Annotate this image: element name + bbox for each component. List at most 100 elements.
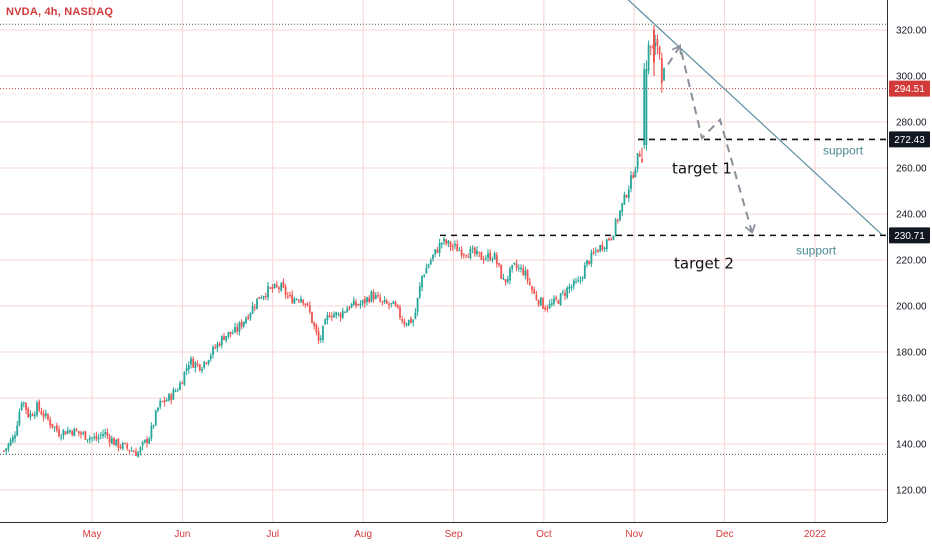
candle-body <box>489 252 492 261</box>
candle-body <box>550 303 553 305</box>
candle-body <box>170 394 173 401</box>
candle-body <box>5 448 8 451</box>
candle-body <box>451 246 454 248</box>
time-tick-label: Jun <box>174 529 190 540</box>
candle-body <box>586 260 588 265</box>
candle-body <box>480 252 483 260</box>
candle-body <box>315 324 318 333</box>
time-axis[interactable]: May Jun Jul Aug Sep Oct Nov Dec 2022 <box>0 522 887 541</box>
candle-body <box>163 400 166 403</box>
candle-body <box>491 259 494 261</box>
candle-body <box>137 452 140 457</box>
candle-body <box>172 389 175 400</box>
candle-body <box>135 451 137 457</box>
candle-body <box>660 58 663 84</box>
candle-body <box>414 312 417 319</box>
candle-body <box>14 435 16 439</box>
candle-body <box>124 443 126 445</box>
candle-body <box>174 390 177 392</box>
candle-body <box>216 343 219 349</box>
candle-body <box>388 303 390 306</box>
candle-body <box>588 261 591 265</box>
price-tick-label: 240.00 <box>896 210 927 221</box>
candle-body <box>531 286 533 291</box>
candle-body <box>247 316 250 320</box>
candle-body <box>473 247 476 255</box>
candle-body <box>542 298 544 309</box>
candle-body <box>383 299 386 303</box>
candle-body <box>632 175 635 178</box>
candle-body <box>656 39 659 46</box>
candle-body <box>663 68 665 81</box>
price-axis[interactable]: 120.00 140.00 160.00 180.00 200.00 220.00 240.… <box>887 0 928 522</box>
projected-arrow-target <box>744 224 756 234</box>
candle-body <box>445 239 448 244</box>
candle-body <box>106 432 109 436</box>
candle-body <box>355 301 357 306</box>
candle-body <box>647 44 650 71</box>
candle-body <box>176 390 179 392</box>
candle-body <box>269 287 272 289</box>
candle-body <box>506 279 509 282</box>
candle-body <box>47 414 49 420</box>
candle-body <box>575 281 577 283</box>
candle-body <box>201 369 203 372</box>
projected-path <box>667 43 753 233</box>
arrow-head <box>671 44 682 55</box>
candlesticks <box>3 25 665 458</box>
candle-body <box>605 239 608 250</box>
candle-body <box>51 423 54 428</box>
candle-body <box>577 280 580 282</box>
price-tick-label: 320.00 <box>896 26 927 37</box>
candle-body <box>533 289 536 294</box>
candle-body <box>168 394 170 401</box>
candle-body <box>253 307 256 309</box>
time-tick-label: Jul <box>266 529 279 540</box>
support-price-tag <box>889 131 930 148</box>
candle-body <box>597 250 599 253</box>
candle-body <box>97 437 100 439</box>
candle-body <box>467 256 470 258</box>
candle-body <box>454 244 456 246</box>
candle-body <box>27 408 30 417</box>
candle-body <box>130 450 133 452</box>
candle-body <box>524 270 527 276</box>
candle-body <box>546 307 549 310</box>
candle-body <box>462 254 465 256</box>
candle-body <box>509 268 511 281</box>
candle-body <box>22 402 25 404</box>
candle-body <box>623 194 626 205</box>
candle-body <box>539 297 542 306</box>
candle-body <box>352 300 355 306</box>
candle-body <box>20 403 23 411</box>
candle-body <box>614 219 617 236</box>
candle-body <box>579 279 582 281</box>
candle-body <box>300 298 302 303</box>
target-annotation: target 1 <box>672 159 732 177</box>
candle-body <box>179 383 181 390</box>
time-tick-label: Dec <box>716 529 734 540</box>
candle-body <box>594 250 597 252</box>
price-tick-label: 260.00 <box>896 164 927 175</box>
candle-body <box>333 314 335 318</box>
candle-body <box>181 383 184 385</box>
candle-body <box>293 298 296 304</box>
candle-body <box>460 249 463 256</box>
candle-body <box>62 430 65 436</box>
candle-body <box>498 263 500 266</box>
candle-body <box>95 435 98 440</box>
price-tick-label: 140.00 <box>896 440 927 451</box>
candle-body <box>282 281 285 288</box>
candle-body <box>341 311 344 318</box>
candle-body <box>643 69 646 145</box>
candle-body <box>511 264 514 269</box>
candle-body <box>157 407 159 411</box>
candle-body <box>88 437 91 440</box>
candle-body <box>405 324 408 326</box>
candle-body <box>619 210 621 221</box>
price-tick-label: 200.00 <box>896 302 927 313</box>
candle-body <box>548 303 551 309</box>
candle-body <box>561 292 564 294</box>
candle-body <box>73 428 76 437</box>
